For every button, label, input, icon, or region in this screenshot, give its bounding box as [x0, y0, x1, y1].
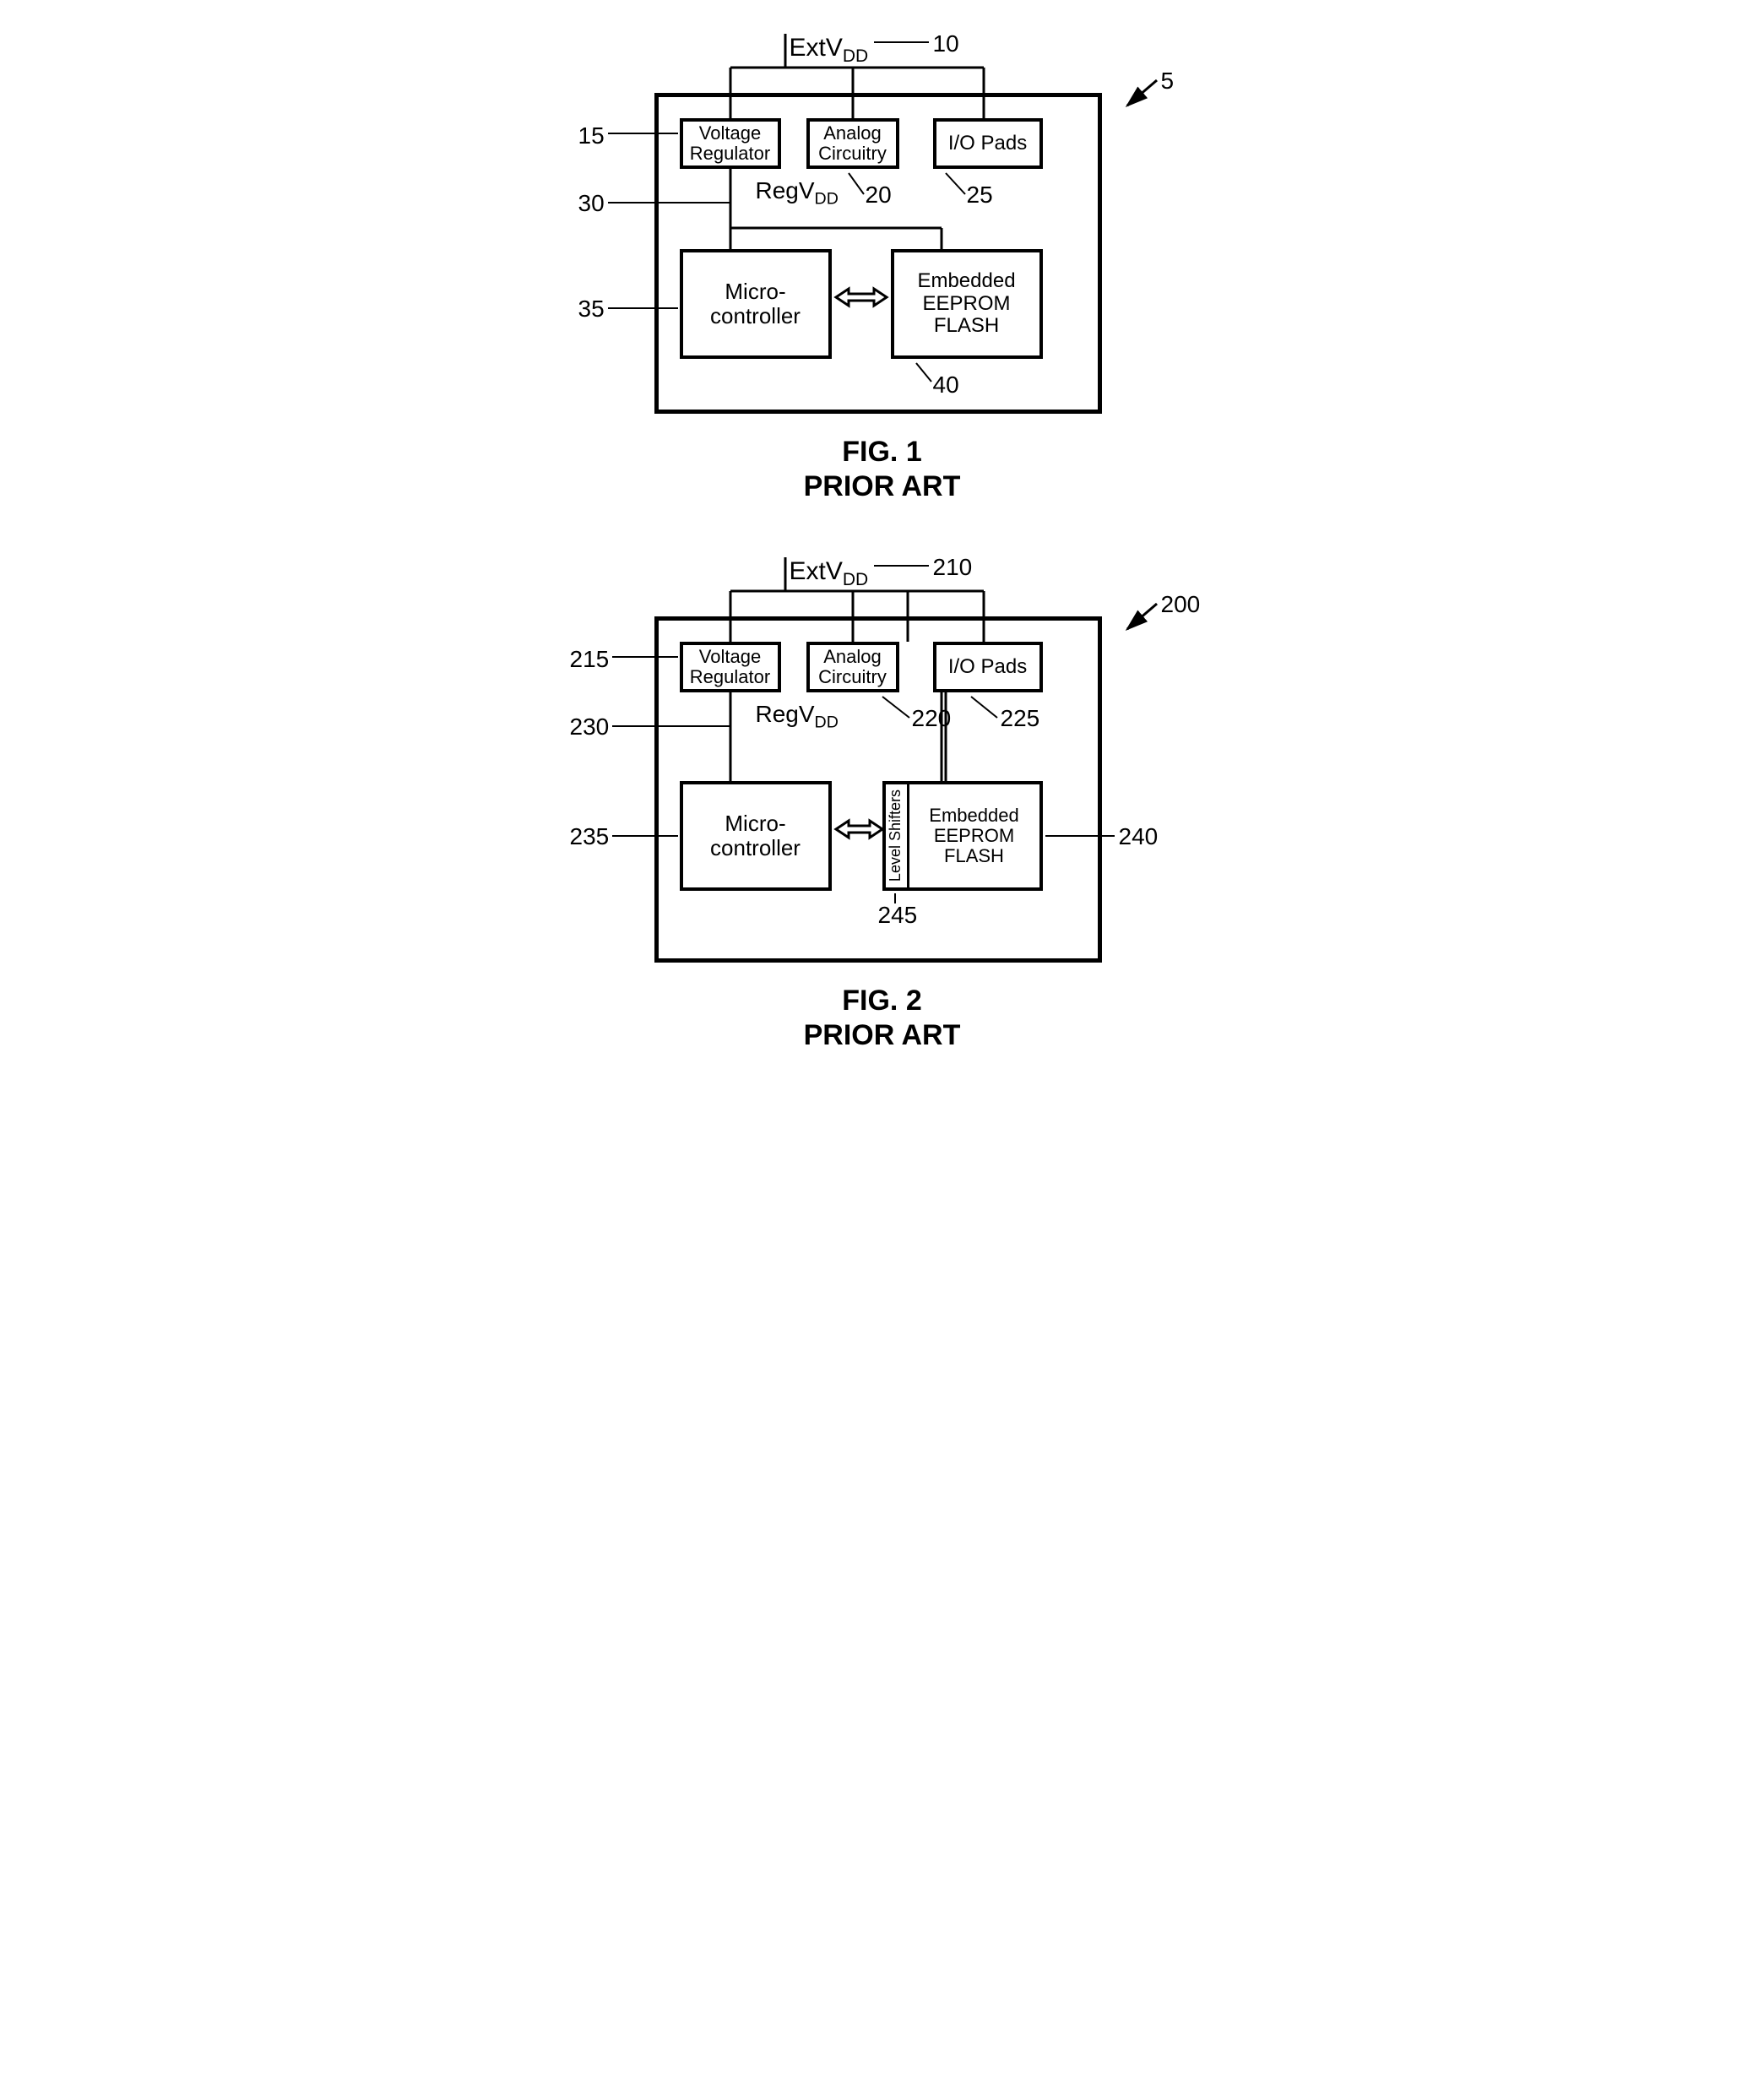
analog-circuitry-block-2: AnalogCircuitry: [806, 642, 899, 692]
ref-35: 35: [578, 296, 605, 323]
ref-210: 210: [933, 554, 973, 581]
io-pads-block: I/O Pads: [933, 118, 1043, 169]
microcontroller-block-2: Micro-controller: [680, 781, 832, 891]
ref-200: 200: [1161, 591, 1201, 618]
ref-230: 230: [570, 713, 610, 741]
page: ExtVDD 10 5 VoltageRegulator AnalogCircu…: [460, 34, 1305, 1064]
io-pads-block-2: I/O Pads: [933, 642, 1043, 692]
ref-5: 5: [1161, 68, 1175, 95]
regvdd-label-2: RegVDD: [756, 701, 839, 733]
ref-235: 235: [570, 823, 610, 850]
figure-1: ExtVDD 10 5 VoltageRegulator AnalogCircu…: [460, 34, 1305, 507]
figure-2: ExtVDD 210 200 VoltageRegulator AnalogCi…: [460, 557, 1305, 1064]
extvdd-label-2: ExtVDD: [790, 557, 869, 590]
regvdd-label: RegVDD: [756, 177, 839, 209]
ref-225: 225: [1001, 705, 1040, 732]
ref-10: 10: [933, 30, 959, 57]
fig2-caption: FIG. 2 PRIOR ART: [460, 984, 1305, 1053]
microcontroller-block: Micro-controller: [680, 249, 832, 359]
voltage-regulator-block-2: VoltageRegulator: [680, 642, 781, 692]
ref-25: 25: [967, 182, 993, 209]
eeprom-block: EmbeddedEEPROMFLASH: [891, 249, 1043, 359]
ref-30: 30: [578, 190, 605, 217]
extvdd-label: ExtVDD: [790, 34, 869, 67]
ref-220: 220: [912, 705, 952, 732]
eeprom-block-2: Level Shifters EmbeddedEEPROMFLASH: [882, 781, 1043, 891]
analog-circuitry-block: AnalogCircuitry: [806, 118, 899, 169]
ref-215: 215: [570, 646, 610, 673]
level-shifters-strip: Level Shifters: [886, 784, 909, 887]
ref-240: 240: [1119, 823, 1159, 850]
ref-245: 245: [878, 902, 918, 929]
ref-15: 15: [578, 122, 605, 149]
voltage-regulator-block: VoltageRegulator: [680, 118, 781, 169]
fig1-caption: FIG. 1 PRIOR ART: [460, 435, 1305, 504]
ref-20: 20: [866, 182, 892, 209]
ref-40: 40: [933, 372, 959, 399]
